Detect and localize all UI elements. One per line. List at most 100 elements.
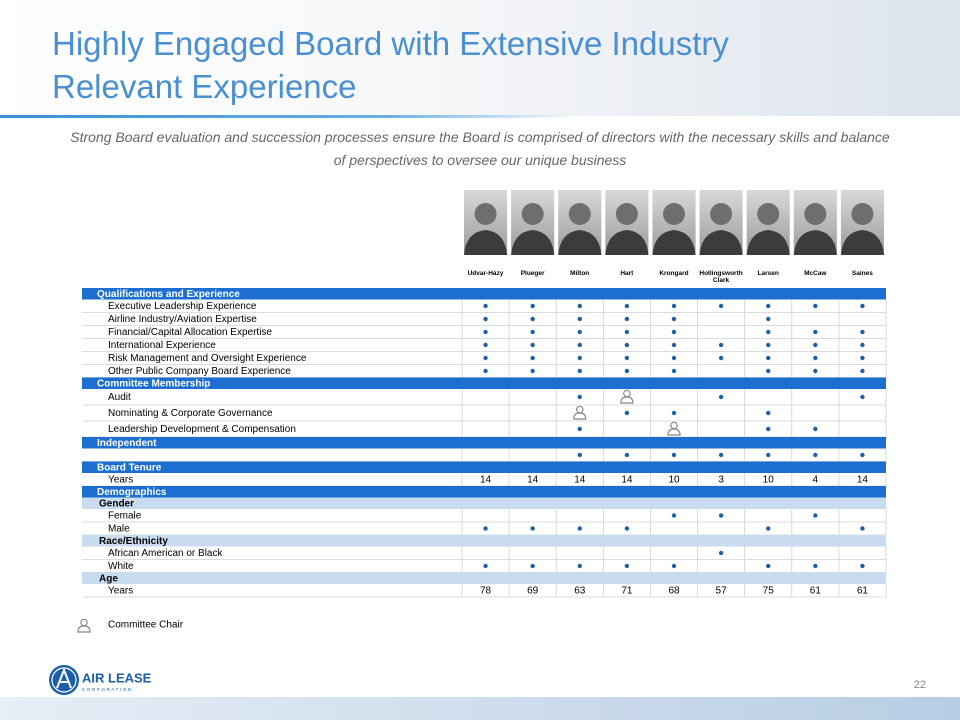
dot <box>813 563 818 569</box>
dot <box>483 355 488 361</box>
dot <box>813 452 818 458</box>
photo-body <box>793 230 837 255</box>
subsection-title: Gender <box>99 498 134 509</box>
dot <box>671 342 677 348</box>
photo-head <box>663 203 685 225</box>
dot <box>624 452 630 458</box>
dot <box>577 368 582 374</box>
cell-value: 3 <box>718 475 724 486</box>
dot <box>718 513 724 518</box>
dot <box>671 368 677 374</box>
subsection-bar <box>82 572 886 584</box>
dot <box>577 355 582 361</box>
section-title: Demographics <box>97 487 167 498</box>
row-label: Years <box>108 586 133 597</box>
row-label: Male <box>108 524 130 535</box>
chair-head <box>670 421 678 430</box>
dot <box>860 355 865 361</box>
dot <box>860 563 865 569</box>
dot <box>766 303 771 309</box>
dot <box>483 563 488 569</box>
photo-head <box>757 203 780 225</box>
photo-head <box>710 203 733 225</box>
director-name: McCaw <box>804 270 827 277</box>
dot <box>577 342 582 348</box>
photo-head <box>521 203 544 225</box>
row-label: Executive Leadership Experience <box>108 301 257 312</box>
cell-value: 61 <box>857 586 869 597</box>
dot <box>860 329 865 335</box>
section-bar <box>82 486 886 498</box>
dot <box>766 329 771 335</box>
dot <box>766 563 771 569</box>
cell-value: 14 <box>857 475 869 486</box>
dot <box>577 329 582 335</box>
dot <box>624 316 630 322</box>
subtitle: Strong Board evaluation and succession p… <box>70 129 890 168</box>
director-name: Milton <box>570 270 590 277</box>
chair-head <box>623 389 631 398</box>
dot <box>624 342 630 348</box>
director-name: Larsen <box>757 270 779 277</box>
dot <box>530 355 535 361</box>
dot <box>624 329 630 335</box>
dot <box>624 563 630 569</box>
row-label: Nominating & Corporate Governance <box>108 408 273 419</box>
dot <box>718 550 724 556</box>
dot <box>530 563 535 569</box>
dot <box>624 303 630 309</box>
dot <box>624 410 630 416</box>
chair-body <box>667 428 681 436</box>
dot <box>718 303 724 309</box>
row-label: Female <box>108 511 142 522</box>
logo-sub: CORPORATION <box>82 687 133 692</box>
dot <box>577 526 582 531</box>
chair-body <box>573 412 587 420</box>
cell-value: 14 <box>480 475 492 486</box>
photo-body <box>511 230 555 255</box>
section-title: Board Tenure <box>97 462 162 473</box>
director-name: Saines <box>851 270 873 277</box>
title: Highly Engaged Board with Extensive Indu… <box>52 25 729 105</box>
photo-head <box>804 203 827 225</box>
cell-value: 14 <box>621 475 633 486</box>
row-label: Other Public Company Board Experience <box>108 366 291 377</box>
cell-value: 75 <box>763 586 775 597</box>
director-name: Plueger <box>520 270 545 277</box>
cell-value: 61 <box>810 586 822 597</box>
row-label: Airline Industry/Aviation Expertise <box>108 314 257 325</box>
photo-head <box>851 203 874 225</box>
cell-value: 69 <box>527 586 539 597</box>
subsection-title: Race/Ethnicity <box>99 536 168 547</box>
dot <box>530 316 535 322</box>
dot <box>766 342 771 348</box>
photo-body <box>464 230 508 255</box>
logo: AIR LEASE CORPORATION <box>49 665 152 695</box>
committee-chair <box>620 389 634 404</box>
cell-value: 57 <box>716 586 728 597</box>
section-title: Committee Membership <box>97 378 210 389</box>
row-label: Audit <box>108 392 131 403</box>
photo-body <box>840 230 884 255</box>
section-title: Qualifications and Experience <box>97 289 240 300</box>
photo-head <box>615 203 638 225</box>
section-title: Independent <box>97 438 157 449</box>
subsection-title: Age <box>99 573 118 584</box>
dot <box>530 329 535 335</box>
dot <box>813 329 818 335</box>
dot <box>577 426 582 432</box>
dot <box>530 342 535 348</box>
footer-band <box>0 697 960 720</box>
dot <box>671 513 677 518</box>
cell-value: 71 <box>621 586 633 597</box>
dot <box>766 526 771 531</box>
cell-value: 10 <box>668 475 680 486</box>
dot <box>860 526 865 531</box>
dot <box>718 355 724 361</box>
chair-body <box>77 625 91 633</box>
photo-head <box>474 203 497 225</box>
dot <box>577 316 582 322</box>
row-label: Years <box>108 475 133 486</box>
section-bar <box>82 437 886 449</box>
